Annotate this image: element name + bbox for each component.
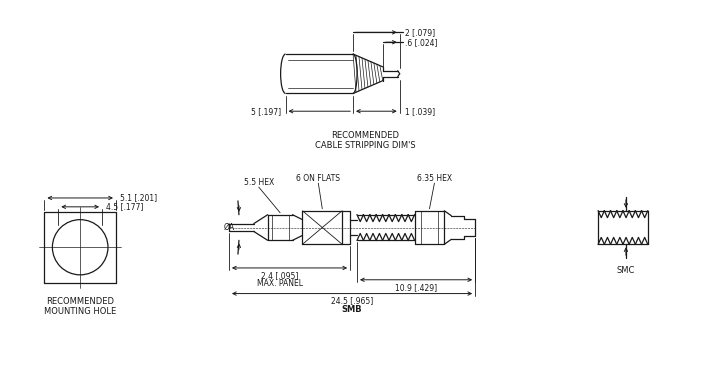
Text: SMB: SMB — [342, 305, 362, 314]
Text: 1 [.039]: 1 [.039] — [405, 107, 435, 116]
Text: 10.9 [.429]: 10.9 [.429] — [395, 283, 437, 292]
Text: 4.5 [.177]: 4.5 [.177] — [106, 202, 143, 211]
Text: MAX. PANEL: MAX. PANEL — [256, 279, 302, 288]
Text: 5 [.197]: 5 [.197] — [251, 107, 282, 116]
Text: 2 [.079]: 2 [.079] — [405, 28, 435, 37]
Text: 6 ON FLATS: 6 ON FLATS — [297, 174, 341, 183]
Text: 6.35 HEX: 6.35 HEX — [417, 174, 452, 183]
Text: SMC: SMC — [617, 266, 635, 275]
Text: .6 [.024]: .6 [.024] — [405, 38, 437, 47]
Text: ØA: ØA — [224, 223, 235, 232]
Text: 2.4 [.095]: 2.4 [.095] — [261, 271, 298, 280]
Text: 5.5 HEX: 5.5 HEX — [243, 178, 274, 187]
Text: 5.1 [.201]: 5.1 [.201] — [120, 193, 157, 202]
Text: RECOMMENDED
CABLE STRIPPING DIM'S: RECOMMENDED CABLE STRIPPING DIM'S — [315, 131, 415, 150]
Text: 24.5 [.965]: 24.5 [.965] — [331, 296, 373, 305]
Text: RECOMMENDED
MOUNTING HOLE: RECOMMENDED MOUNTING HOLE — [44, 296, 117, 316]
